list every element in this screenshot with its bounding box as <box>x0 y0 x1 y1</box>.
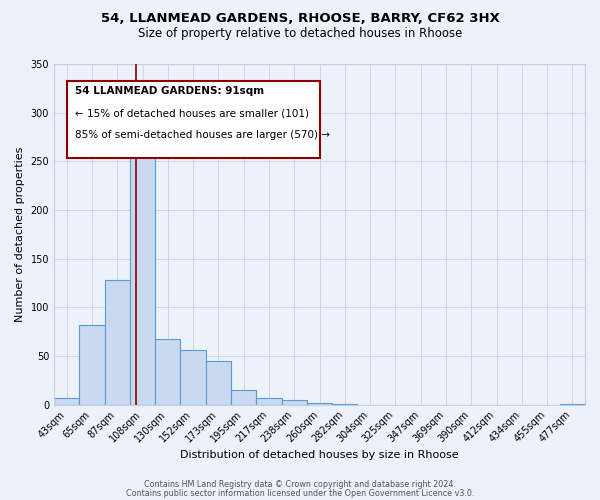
Bar <box>256 398 281 404</box>
Text: 54, LLANMEAD GARDENS, RHOOSE, BARRY, CF62 3HX: 54, LLANMEAD GARDENS, RHOOSE, BARRY, CF6… <box>101 12 499 26</box>
Text: Size of property relative to detached houses in Rhoose: Size of property relative to detached ho… <box>138 28 462 40</box>
Bar <box>307 402 332 404</box>
Bar <box>54 398 79 404</box>
Bar <box>155 340 181 404</box>
Bar <box>104 280 130 404</box>
Bar <box>281 400 307 404</box>
Bar <box>181 350 206 405</box>
Text: Contains HM Land Registry data © Crown copyright and database right 2024.: Contains HM Land Registry data © Crown c… <box>144 480 456 489</box>
Text: 85% of semi-detached houses are larger (570) →: 85% of semi-detached houses are larger (… <box>75 130 330 140</box>
Text: ← 15% of detached houses are smaller (101): ← 15% of detached houses are smaller (10… <box>75 108 309 118</box>
Bar <box>130 148 155 404</box>
Bar <box>79 325 104 404</box>
Text: Contains public sector information licensed under the Open Government Licence v3: Contains public sector information licen… <box>126 488 474 498</box>
Bar <box>231 390 256 404</box>
Y-axis label: Number of detached properties: Number of detached properties <box>15 146 25 322</box>
X-axis label: Distribution of detached houses by size in Rhoose: Distribution of detached houses by size … <box>180 450 459 460</box>
Bar <box>206 361 231 405</box>
FancyBboxPatch shape <box>67 81 320 158</box>
Text: 54 LLANMEAD GARDENS: 91sqm: 54 LLANMEAD GARDENS: 91sqm <box>75 86 265 96</box>
